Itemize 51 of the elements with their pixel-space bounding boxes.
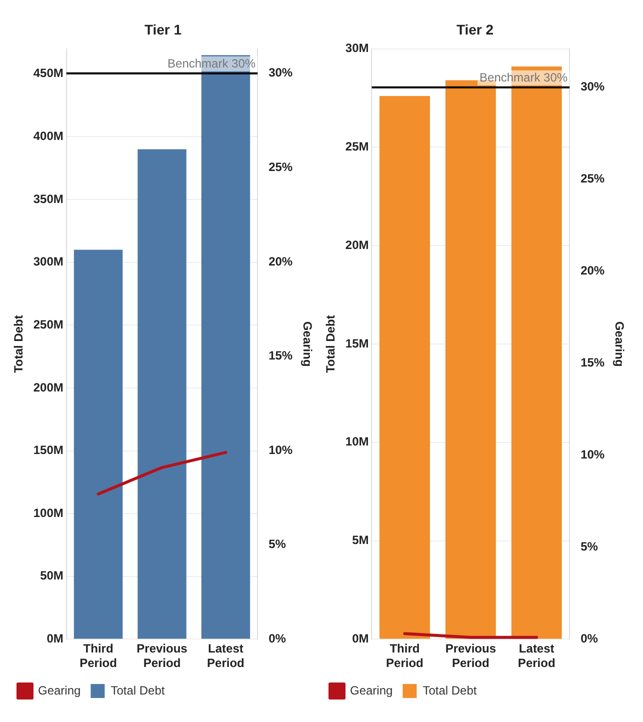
chart-title: Tier 1 <box>144 21 182 38</box>
y2-tick-label: 30% <box>268 66 293 80</box>
y-tick-label: 30M <box>345 41 369 56</box>
chart-title: Tier 2 <box>456 21 494 38</box>
y2-axis-title: Gearing <box>612 321 626 367</box>
y-tick-label: 0M <box>352 632 369 646</box>
y-tick-label: 150M <box>33 443 64 458</box>
y-tick-label: 0M <box>46 632 64 646</box>
y-tick-label: 250M <box>33 317 64 332</box>
y-tick-label: 15M <box>345 336 369 350</box>
y-tick-label: 25M <box>345 140 369 154</box>
x-tick-label: Latest Period <box>518 642 556 670</box>
legend-label: Total Debt <box>422 683 478 698</box>
bar <box>74 250 123 639</box>
y-tick-label: 200M <box>33 380 64 394</box>
y2-tick-label: 20% <box>580 264 605 278</box>
x-tick-label: Previous Period <box>136 642 188 670</box>
bar <box>379 96 430 639</box>
y-tick-label: 400M <box>33 129 64 144</box>
y2-tick-label: 10% <box>580 448 605 462</box>
y-tick-label: 50M <box>40 568 64 583</box>
y2-tick-label: 10% <box>268 442 293 457</box>
y2-tick-label: 30% <box>580 80 605 94</box>
legend-label: Gearing <box>350 683 393 698</box>
y2-tick-label: 25% <box>268 160 293 174</box>
y2-tick-label: 5% <box>580 540 598 554</box>
y2-axis-title: Gearing <box>300 321 314 367</box>
y2-tick-label: 20% <box>268 254 293 268</box>
legend-label: Total Debt <box>110 683 166 698</box>
bar <box>138 149 186 639</box>
bar <box>445 80 496 639</box>
y-tick-label: 300M <box>33 254 64 269</box>
y2-tick-label: 0% <box>268 632 286 646</box>
y2-tick-label: 0% <box>580 632 598 646</box>
y-tick-label: 450M <box>33 66 64 80</box>
y-tick-label: 20M <box>345 238 369 252</box>
x-tick-label: Previous Period <box>445 642 496 670</box>
y-axis-title: Total Debt <box>324 315 338 373</box>
legend-label: Gearing <box>38 683 81 698</box>
y2-tick-label: 15% <box>268 348 293 363</box>
y2-tick-label: 15% <box>580 356 605 370</box>
y2-tick-label: 25% <box>580 172 605 186</box>
y2-tick-label: 5% <box>268 537 286 552</box>
x-tick-label: Latest Period <box>207 642 244 670</box>
y-axis-title: Total Debt <box>12 315 26 373</box>
y-tick-label: 350M <box>33 192 64 206</box>
y-tick-label: 5M <box>352 533 369 548</box>
y-tick-label: 100M <box>33 506 64 520</box>
x-tick-label: Third Period <box>80 642 117 670</box>
x-tick-label: Third Period <box>386 642 424 670</box>
y-tick-label: 10M <box>345 434 369 449</box>
